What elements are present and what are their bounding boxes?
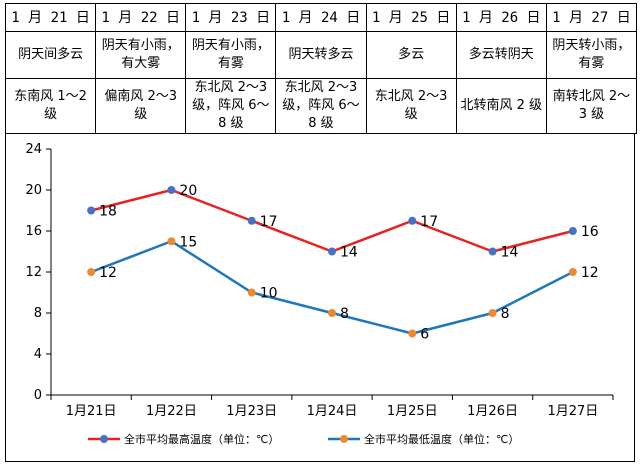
x-tick-label: 1月24日 xyxy=(307,404,358,419)
data-point xyxy=(328,309,336,317)
data-point xyxy=(568,268,577,276)
series-line-max xyxy=(90,188,574,253)
wind-cell: 东南风 1～2 级 xyxy=(4,78,97,134)
data-point xyxy=(568,227,577,235)
date-cell: 1 月 27 日 xyxy=(545,3,638,32)
data-point xyxy=(328,247,336,256)
y-tick-label: 4 xyxy=(34,347,42,362)
data-label: 18 xyxy=(99,204,117,220)
data-label: 17 xyxy=(260,214,278,230)
x-tick-label: 1月21日 xyxy=(66,404,117,419)
data-point xyxy=(247,216,256,225)
data-label: 12 xyxy=(99,265,117,281)
data-label: 14 xyxy=(340,245,358,261)
data-label: 8 xyxy=(340,306,349,322)
data-point xyxy=(488,309,497,317)
data-label: 12 xyxy=(581,265,599,281)
data-point xyxy=(408,329,417,338)
x-tick-label: 1月27日 xyxy=(547,404,598,419)
legend-marker xyxy=(100,435,108,443)
temperature-chart-svg: 0 4 8 12 16 20 24 1月21日 1月22日 1月23日 1月24日 1月25日 1月26… xyxy=(25,142,614,446)
data-label: 10 xyxy=(260,286,278,302)
wind-cell: 东北风 2～3 级，阵风 6～8 级 xyxy=(185,78,277,134)
y-tick-label: 20 xyxy=(25,183,42,198)
x-tick-label: 1月22日 xyxy=(146,404,197,419)
data-point xyxy=(408,216,417,225)
data-label: 8 xyxy=(501,306,510,322)
data-point xyxy=(87,268,96,276)
weather-cell: 多云转阴天 xyxy=(455,31,547,79)
date-cell: 1 月 22 日 xyxy=(95,3,187,32)
legend-label: 全市平均最高温度（单位：℃） xyxy=(124,432,279,446)
weather-cell: 多云 xyxy=(365,31,457,79)
weather-cell: 阴天转多云 xyxy=(275,31,367,79)
data-label: 6 xyxy=(420,327,429,343)
weather-cell: 阴天间多云 xyxy=(4,31,97,79)
y-tick-label: 24 xyxy=(25,142,42,157)
date-cell: 1 月 24 日 xyxy=(275,3,367,32)
data-label: 14 xyxy=(501,245,519,261)
date-cell: 1 月 23 日 xyxy=(185,3,277,32)
date-row: 1 月 21 日 1 月 22 日 1 月 23 日 1 月 24 日 1 月 … xyxy=(4,3,638,32)
data-point xyxy=(87,206,96,215)
date-cell: 1 月 26 日 xyxy=(455,3,547,32)
wind-row: 东南风 1～2 级 偏南风 2～3 级 东北风 2～3 级，阵风 6～8 级 东… xyxy=(4,78,638,134)
wind-cell: 南转北风 2～3 级 xyxy=(545,78,638,134)
legend-marker xyxy=(340,435,348,443)
temperature-chart: 0 4 8 12 16 20 24 1月21日 1月22日 1月23日 1月24日 1月25日 1月26… xyxy=(5,133,635,462)
wind-cell: 偏南风 2～3 级 xyxy=(95,78,187,134)
weather-cell: 阴天转小雨，有雾 xyxy=(545,31,638,79)
x-tick-label: 1月26日 xyxy=(467,404,518,419)
y-tick-label: 12 xyxy=(25,265,42,280)
weather-cell: 阴天有小雨，有雾 xyxy=(185,31,277,79)
y-tick-label: 0 xyxy=(34,388,42,403)
date-cell: 1 月 21 日 xyxy=(4,3,97,32)
forecast-table: 1 月 21 日 1 月 22 日 1 月 23 日 1 月 24 日 1 月 … xyxy=(4,3,638,134)
wind-cell: 北转南风 2 级 xyxy=(455,78,547,134)
wind-cell: 东北风 2～3 级，阵风 6～8 级 xyxy=(275,78,367,134)
data-point xyxy=(247,288,256,297)
data-label: 16 xyxy=(581,224,599,240)
data-point xyxy=(167,186,176,194)
data-label: 17 xyxy=(420,214,438,230)
date-cell: 1 月 25 日 xyxy=(365,3,457,32)
legend-label: 全市平均最低温度（单位：℃） xyxy=(364,432,519,446)
data-point xyxy=(488,247,497,256)
x-tick-label: 1月25日 xyxy=(387,404,438,419)
y-tick-label: 8 xyxy=(34,306,42,321)
y-tick-label: 16 xyxy=(25,224,42,239)
data-label: 15 xyxy=(179,234,197,250)
x-tick-label: 1月23日 xyxy=(226,404,277,419)
data-label: 20 xyxy=(179,183,197,199)
wind-cell: 东北风 2～3 级 xyxy=(365,78,457,134)
weather-cell: 阴天有小雨，有大雾 xyxy=(95,31,187,79)
data-point xyxy=(167,237,176,246)
weather-row: 阴天间多云 阴天有小雨，有大雾 阴天有小雨，有雾 阴天转多云 多云 多云转阴天 … xyxy=(4,31,638,79)
